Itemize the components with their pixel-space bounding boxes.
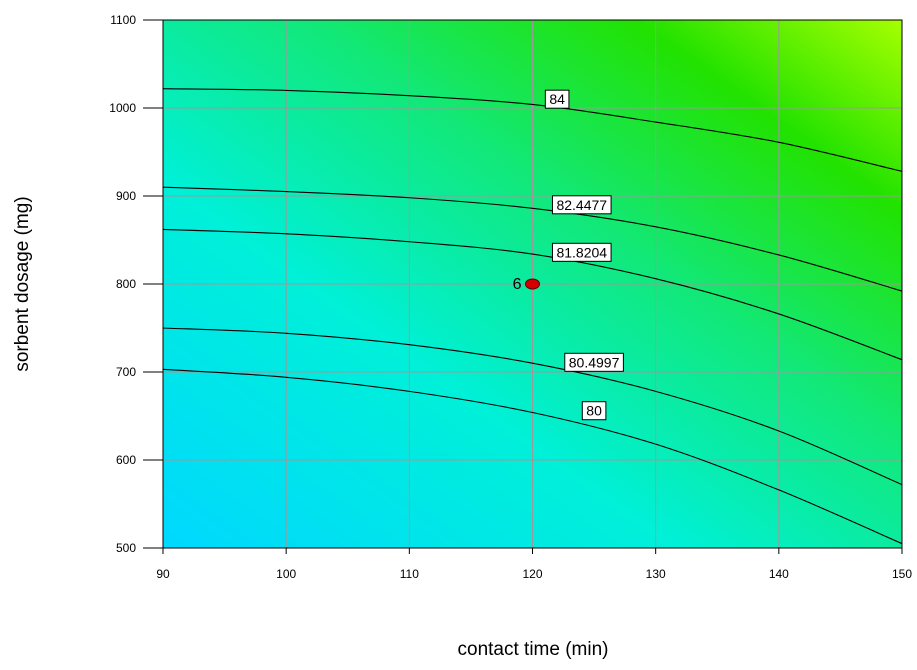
y-tick-label-4: 900 (116, 189, 136, 203)
design-point-label-0: 6 (513, 276, 522, 293)
y-axis-title: sorbent dosage (mg) (12, 196, 33, 371)
x-tick-label-2: 110 (400, 567, 419, 581)
y-axis-ticks: 500 600 700 800 900 1000 1100 (109, 13, 163, 555)
x-axis-ticks: 90 100 110 120 130 140 150 (156, 548, 912, 581)
contour-line-4 (162, 368, 903, 545)
contour-label-2: 81.8204 (551, 242, 612, 262)
y-tick-label-3: 800 (116, 277, 136, 291)
contour-label-text-1: 82.4477 (556, 197, 607, 213)
contour-layer (162, 88, 903, 545)
contour-label-text-3: 80.4997 (569, 354, 620, 370)
contour-line-3 (162, 327, 903, 486)
contour-label-text-4: 80 (586, 403, 602, 419)
contour-label-text-2: 81.8204 (556, 244, 607, 260)
x-tick-label-1: 100 (276, 567, 296, 581)
x-tick-label-6: 150 (892, 567, 912, 581)
contour-line-2 (162, 228, 903, 361)
x-tick-label-0: 90 (156, 567, 170, 581)
contour-label-4: 80 (581, 401, 607, 421)
y-tick-label-1: 600 (116, 453, 136, 467)
contour-label-box-2 (551, 242, 612, 262)
y-tick-label-2: 700 (116, 365, 136, 379)
y-tick-label-6: 1100 (110, 13, 136, 27)
design-point-layer: 6 (513, 276, 540, 293)
contour-label-3: 80.4997 (564, 352, 624, 372)
y-tick-label-0: 500 (116, 541, 136, 555)
x-axis-title: contact time (min) (458, 639, 609, 660)
contour-label-layer: 84 82.4477 81.8204 80.4997 80 (544, 89, 624, 421)
contour-label-0: 84 (544, 89, 570, 109)
x-tick-label-5: 140 (769, 567, 789, 581)
contour-label-box-0 (544, 89, 570, 109)
x-tick-label-3: 120 (522, 567, 542, 581)
contour-label-box-1 (551, 195, 612, 215)
contour-label-box-3 (564, 352, 624, 372)
contour-label-text-0: 84 (549, 91, 565, 107)
contour-line-1 (162, 186, 903, 292)
y-tick-label-5: 1000 (109, 101, 136, 115)
contour-line-0 (162, 88, 903, 172)
contour-label-box-4 (581, 401, 607, 421)
design-point-0 (525, 278, 540, 290)
x-tick-label-4: 130 (646, 567, 666, 581)
contour-label-1: 82.4477 (551, 195, 612, 215)
